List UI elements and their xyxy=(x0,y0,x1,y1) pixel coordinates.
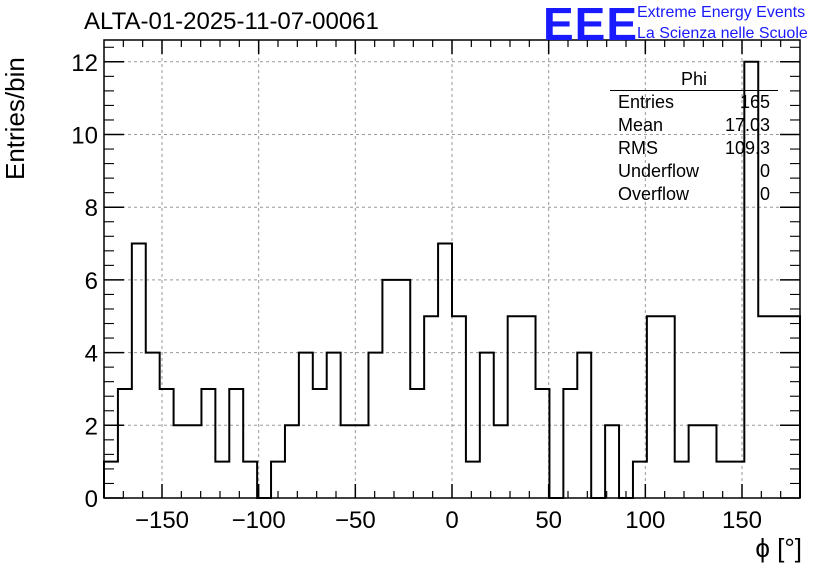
histogram-bin xyxy=(174,425,188,498)
histogram-bin xyxy=(716,462,730,498)
y-tick-label: 0 xyxy=(85,486,98,513)
histogram-bin xyxy=(313,389,327,498)
stats-title: Phi xyxy=(610,68,778,91)
logo-caption: Extreme Energy Events La Scienza nelle S… xyxy=(637,2,808,44)
x-tick-label: 0 xyxy=(445,507,458,534)
histogram-bin xyxy=(132,244,146,498)
histogram-bin xyxy=(188,425,202,498)
histogram-bin xyxy=(772,316,786,498)
histogram-bin xyxy=(396,280,410,498)
histogram-bin xyxy=(675,462,689,498)
stats-row-underflow: Underflow 0 xyxy=(610,160,778,183)
histogram-bin xyxy=(424,316,438,498)
y-axis-label: Entries/bin xyxy=(0,57,30,180)
logo-line-1: Extreme Energy Events xyxy=(637,4,806,21)
y-tick-label: 2 xyxy=(85,413,98,440)
histogram-bin xyxy=(201,389,215,498)
y-tick-label: 8 xyxy=(85,195,98,222)
histogram-bin xyxy=(661,316,675,498)
histogram-bin xyxy=(536,389,550,498)
y-tick-label: 6 xyxy=(85,268,98,295)
stats-row-entries: Entries 165 xyxy=(610,91,778,114)
chart-title: ALTA-01-2025-11-07-00061 xyxy=(84,8,379,35)
x-tick-label: −100 xyxy=(232,507,286,534)
histogram-bin xyxy=(438,244,452,498)
histogram-bin xyxy=(480,353,494,498)
stats-row-overflow: Overflow 0 xyxy=(610,183,778,206)
stats-label: RMS xyxy=(618,138,658,158)
histogram-bin xyxy=(229,389,243,498)
stats-row-mean: Mean 17.03 xyxy=(610,114,778,137)
histogram-outline xyxy=(103,60,801,499)
histogram-bin xyxy=(215,462,229,498)
histogram-bin xyxy=(355,425,369,498)
stats-value: 0 xyxy=(759,161,770,181)
histogram-bin xyxy=(689,425,703,498)
histogram-bin xyxy=(605,425,619,498)
x-tick-label: 50 xyxy=(535,507,562,534)
y-tick-label: 10 xyxy=(71,123,98,150)
histogram-bin xyxy=(285,425,299,498)
stats-value: 17.03 xyxy=(724,115,770,135)
histogram-bin xyxy=(563,389,577,498)
y-tick-label: 12 xyxy=(71,50,98,77)
stats-label: Mean xyxy=(618,115,664,135)
histogram-bin xyxy=(466,462,480,498)
histogram-bin xyxy=(647,316,661,498)
x-tick-label: 150 xyxy=(722,507,762,534)
x-tick-label: −150 xyxy=(135,507,189,534)
histogram-bin xyxy=(410,389,424,498)
histogram-bin xyxy=(452,316,466,498)
x-axis-label: ϕ [°] xyxy=(755,533,802,563)
stats-value: 0 xyxy=(759,184,770,204)
stats-label: Entries xyxy=(618,92,675,112)
histogram-bin xyxy=(118,389,132,498)
x-tick-label: 100 xyxy=(625,507,665,534)
stats-value: 109.3 xyxy=(724,138,770,158)
histogram-bin xyxy=(703,425,717,498)
histogram-bin xyxy=(104,462,118,498)
y-tick-label: 4 xyxy=(85,341,98,368)
histogram-bin xyxy=(522,316,536,498)
histogram-bin xyxy=(508,316,522,498)
logo-line-2: La Scienza nelle Scuole xyxy=(637,25,808,42)
stats-label: Underflow xyxy=(618,161,700,181)
histogram-bin xyxy=(494,425,508,498)
histogram-bin xyxy=(786,316,800,498)
stats-label: Overflow xyxy=(618,184,690,204)
histogram-bin xyxy=(243,462,257,498)
histogram-bin xyxy=(341,425,355,498)
stats-box: Phi Entries 165 Mean 17.03 RMS 109.3 Underf… xyxy=(610,68,778,206)
x-tick-label: −50 xyxy=(335,507,376,534)
histogram-bin xyxy=(758,316,772,498)
stats-row-rms: RMS 109.3 xyxy=(610,137,778,160)
histogram-bin xyxy=(382,280,396,498)
stats-value: 165 xyxy=(739,92,770,112)
eee-logo: EEE xyxy=(543,0,639,50)
